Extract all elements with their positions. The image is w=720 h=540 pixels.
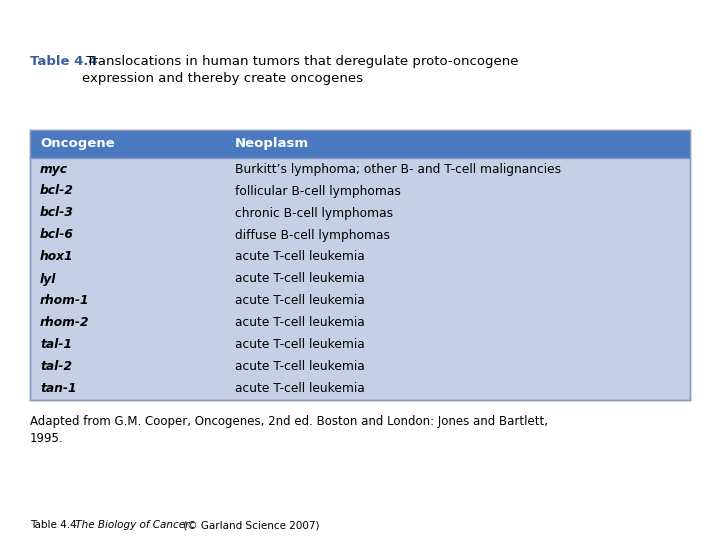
- Text: acute T-cell leukemia: acute T-cell leukemia: [235, 273, 365, 286]
- Text: The Biology of Cancer: The Biology of Cancer: [72, 520, 189, 530]
- Text: acute T-cell leukemia: acute T-cell leukemia: [235, 316, 365, 329]
- Text: bcl-6: bcl-6: [40, 228, 74, 241]
- Text: diffuse B-cell lymphomas: diffuse B-cell lymphomas: [235, 228, 390, 241]
- Text: acute T-cell leukemia: acute T-cell leukemia: [235, 382, 365, 395]
- Text: tal-1: tal-1: [40, 339, 72, 352]
- Bar: [30, 130, 690, 158]
- Text: Burkitt’s lymphoma; other B- and T-cell malignancies: Burkitt’s lymphoma; other B- and T-cell …: [235, 163, 561, 176]
- Text: acute T-cell leukemia: acute T-cell leukemia: [235, 294, 365, 307]
- Text: rhom-1: rhom-1: [40, 294, 89, 307]
- Text: rhom-2: rhom-2: [40, 316, 89, 329]
- Text: chronic B-cell lymphomas: chronic B-cell lymphomas: [235, 206, 393, 219]
- Text: Adapted from G.M. Cooper, Oncogenes, 2nd ed. Boston and London: Jones and Bartle: Adapted from G.M. Cooper, Oncogenes, 2nd…: [30, 415, 548, 445]
- Text: acute T-cell leukemia: acute T-cell leukemia: [235, 251, 365, 264]
- Text: acute T-cell leukemia: acute T-cell leukemia: [235, 361, 365, 374]
- Text: bcl-2: bcl-2: [40, 185, 74, 198]
- Text: acute T-cell leukemia: acute T-cell leukemia: [235, 339, 365, 352]
- Text: Neoplasm: Neoplasm: [235, 138, 309, 151]
- Text: follicular B-cell lymphomas: follicular B-cell lymphomas: [235, 185, 401, 198]
- Text: bcl-3: bcl-3: [40, 206, 74, 219]
- Text: Table 4.4: Table 4.4: [30, 520, 77, 530]
- Text: Oncogene: Oncogene: [40, 138, 114, 151]
- Text: tal-2: tal-2: [40, 361, 72, 374]
- Text: (© Garland Science 2007): (© Garland Science 2007): [180, 520, 320, 530]
- Text: lyl: lyl: [40, 273, 56, 286]
- Text: Translocations in human tumors that deregulate proto-oncogene
expression and the: Translocations in human tumors that dere…: [82, 55, 518, 85]
- Bar: [30, 130, 690, 400]
- Text: hox1: hox1: [40, 251, 73, 264]
- Text: myc: myc: [40, 163, 68, 176]
- Text: Table 4.4: Table 4.4: [30, 55, 98, 68]
- Text: tan-1: tan-1: [40, 382, 76, 395]
